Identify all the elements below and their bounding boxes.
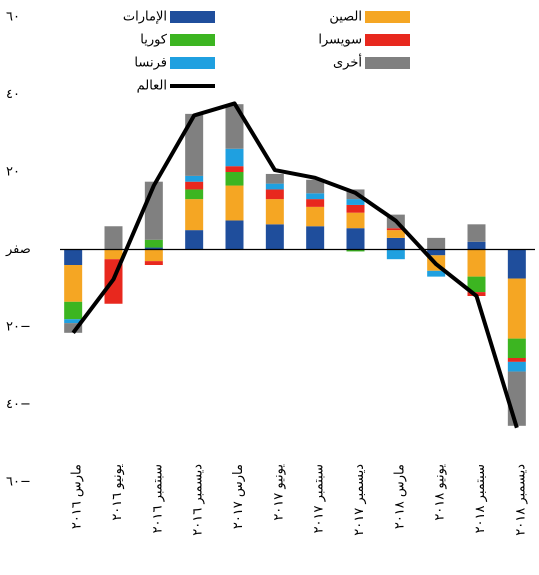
bar-segment [144,249,163,262]
bar-segment [467,241,486,250]
legend-swatch [170,34,215,46]
legend-label: أخرى [333,54,362,71]
bar-segment [306,193,325,200]
x-tick-label: يونيو ٢٠١٧ [271,464,286,521]
x-tick-label: مارس ٢٠١٧ [231,464,246,529]
bar-segment [306,226,325,250]
bar-segment [467,249,486,277]
x-tick-label: سبتمبر ٢٠١٨ [473,464,488,533]
bar-segment [144,261,163,265]
x-tick-label: سبتمبر ٢٠١٧ [312,464,327,533]
bar-segment [64,301,83,320]
bar-segment [507,371,526,426]
y-tick-label: ٦٠− [6,475,31,490]
bar-segment [346,249,365,252]
bar-segment [306,199,325,207]
x-tick-label: مارس ٢٠١٦ [70,464,85,529]
bar-segment [185,175,204,182]
bar-segment [185,181,204,190]
bar-segment [507,361,526,372]
bar-segment [225,148,244,167]
legend-label: الإمارات [123,10,167,25]
legend-label: كوريا [140,33,168,48]
bar-segment [64,319,83,324]
bar-segment [185,230,204,250]
legend-swatch [365,34,410,46]
bar-segment [144,239,163,248]
bar-segment [265,199,284,225]
bar-segment [225,185,244,221]
bar-segment [225,166,244,172]
bar-segment [306,179,325,194]
bar-segment [386,228,405,231]
bar-segment [185,189,204,200]
bar-segment [346,199,365,205]
x-tick-label: يونيو ٢٠١٨ [433,464,448,521]
bar-segment [306,206,325,227]
bar-segment [346,204,365,213]
bar-segment [185,199,204,231]
bar-segment [346,228,365,250]
bar-segment [507,278,526,339]
bar-segment [104,226,123,250]
x-tick-label: يونيو ٢٠١٦ [110,464,125,521]
bar-segment [346,212,365,229]
legend-swatch [170,57,215,69]
bar-segment [386,249,405,260]
bar-segment [507,249,526,279]
legend-label: سويسرا [318,33,362,48]
legend-label: الصين [329,10,362,25]
bar-segment [225,104,244,149]
bar-segment [507,358,526,362]
legend-label: فرنسا [134,56,167,71]
y-tick-label: صفر [5,242,31,257]
x-tick-label: سبتمبر ٢٠١٦ [150,464,165,533]
y-tick-label: ٤٠ [6,87,20,102]
legend-swatch [365,11,410,23]
y-tick-label: ٢٠− [6,320,31,335]
x-tick-label: مارس ٢٠١٨ [392,464,407,529]
y-tick-label: ٤٠− [6,397,31,412]
bar-segment [64,323,83,333]
bar-segment [225,172,244,186]
bar-segment [104,249,123,260]
bar-segment [225,220,244,250]
bar-segment [265,189,284,200]
bar-segment [144,247,163,250]
bar-segment [507,338,526,358]
bar-segment [64,249,83,265]
x-tick-label: ديسمبر ٢٠١٨ [513,464,528,536]
bar-segment [386,230,405,238]
legend-swatch [365,57,410,69]
y-tick-label: ٦٠ [6,10,20,25]
bar-segment [467,224,486,242]
bar-segment [467,276,486,293]
bar-segment [185,113,204,176]
bar-segment [427,237,446,250]
bar-segment [427,270,446,277]
y-tick-label: ٢٠ [6,165,20,180]
x-tick-label: ديسمبر ٢٠١٦ [191,464,206,536]
legend-label: العالم [137,79,167,94]
bar-segment [386,237,405,250]
bar-segment [265,183,284,190]
bar-segment [427,249,446,256]
bar-segment [265,173,284,184]
legend-swatch [170,11,215,23]
bar-segment [64,265,83,302]
world-line [71,101,519,429]
bar-segment [265,224,284,250]
x-tick-label: ديسمبر ٢٠١٧ [352,464,367,536]
